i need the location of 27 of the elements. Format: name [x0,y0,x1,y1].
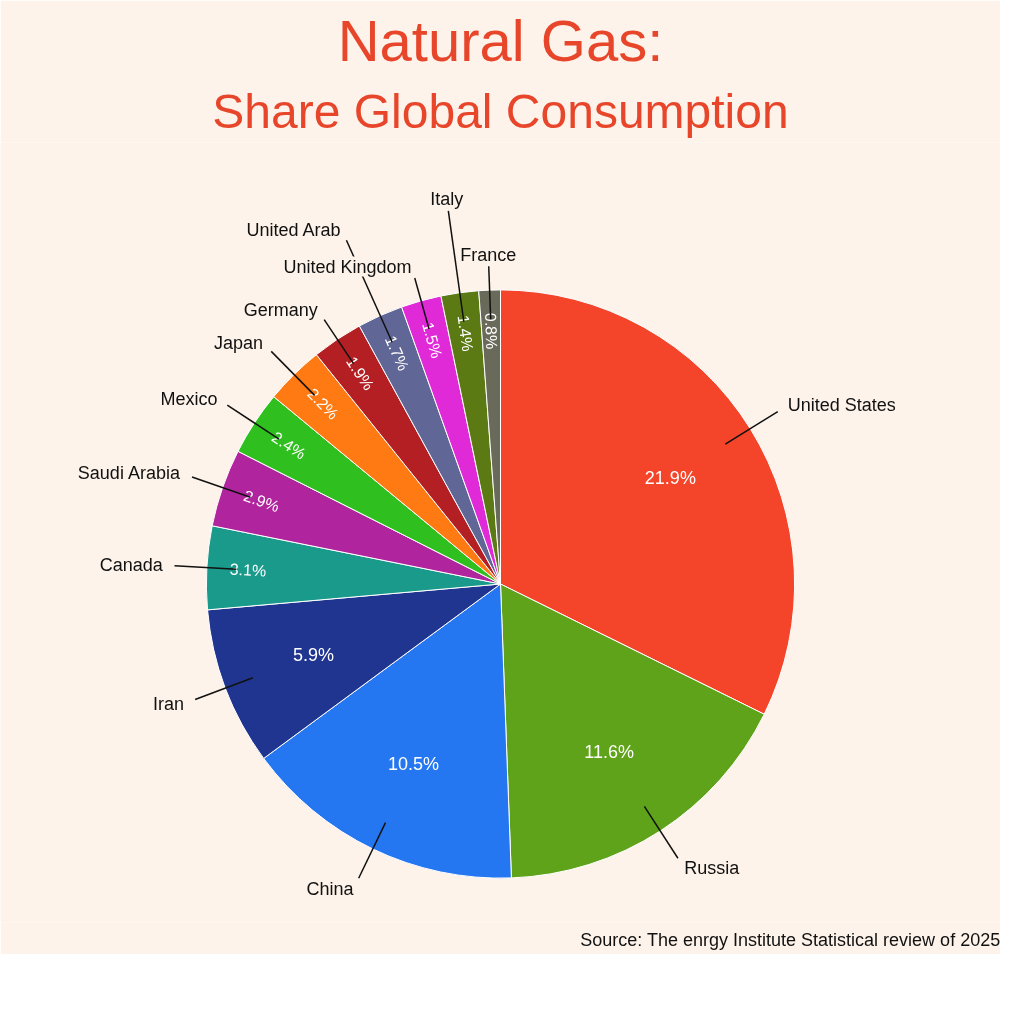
source-note: Source: The enrgy Institute Statistical review of 2025 [580,929,1001,950]
data-label: 2.9% [241,487,282,516]
slice-label: United Kingdom [283,256,412,277]
data-label: 11.6% [584,742,635,763]
data-label: 1.7% [381,332,413,374]
slice-label: United Arab [246,219,341,240]
slice-label: Canada [99,555,164,576]
slice-label: Germany [243,299,318,320]
data-label: 1.5% [419,320,446,361]
slice-label: United States [787,395,896,416]
data-label: 21.9% [644,468,696,489]
slice-label: Saudi Arabia [77,463,181,484]
data-label: 10.5% [388,754,440,775]
chart-title: Natural Gas: [337,7,664,73]
chart-subtitle: Share Global Consumption [212,84,789,138]
data-label: 3.1% [229,560,267,580]
data-label: 1.4% [454,314,477,353]
data-label: 5.9% [292,644,334,665]
slice-label: Iran [153,693,185,714]
slice-label: Mexico [160,388,218,409]
data-label: 2.4% [268,428,309,463]
slice-label: Japan [213,333,263,353]
data-label: 0.8% [481,312,501,350]
slice-label: Italy [430,189,464,210]
slice-label: France [460,244,517,265]
slice-label: China [306,878,355,899]
slice-label: Russia [684,858,741,879]
